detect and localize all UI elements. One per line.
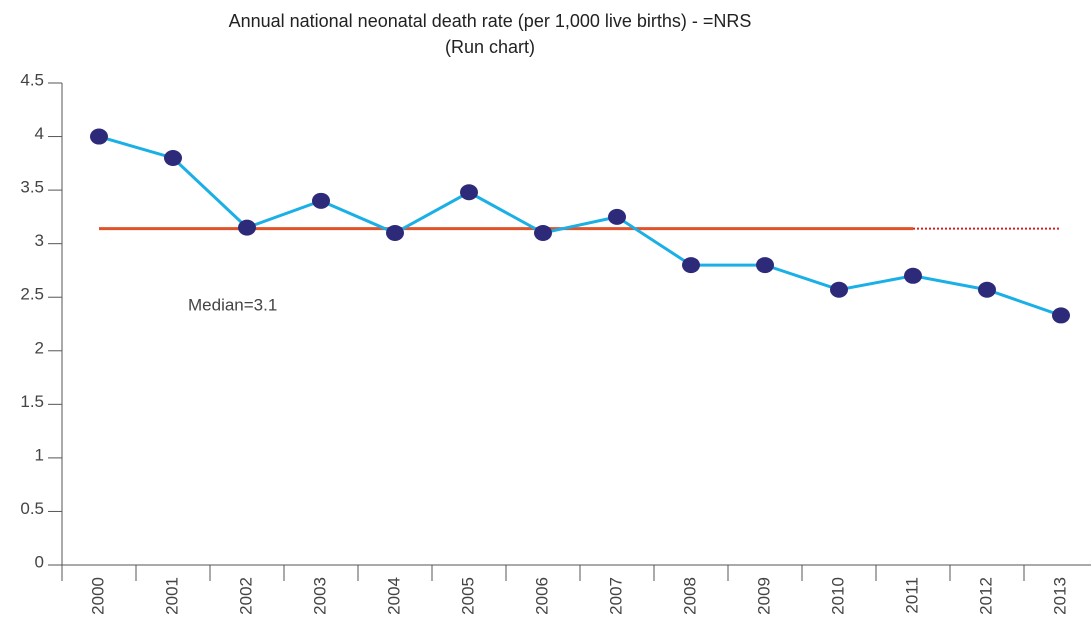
data-point: [1052, 307, 1070, 324]
chart-subtitle: (Run chart): [445, 37, 535, 57]
data-point: [830, 281, 848, 298]
x-tick-label: 2008: [680, 577, 699, 615]
x-tick-label: 2005: [458, 577, 477, 615]
y-tick-label: 1: [35, 445, 44, 464]
data-point: [238, 219, 256, 236]
data-point: [978, 281, 996, 298]
y-tick-label: 0.5: [20, 499, 44, 518]
median-label: Median=3.1: [188, 295, 277, 314]
data-point: [756, 257, 774, 274]
data-point: [90, 128, 108, 145]
x-tick-label: 2010: [828, 577, 847, 615]
x-tick-label: 2004: [384, 577, 403, 615]
x-tick-label: 2000: [88, 577, 107, 615]
y-tick-label: 2.5: [20, 285, 44, 304]
data-point: [164, 149, 182, 166]
y-tick-label: 4.5: [20, 70, 44, 89]
data-point: [312, 192, 330, 209]
data-point: [534, 224, 552, 241]
data-point: [460, 184, 478, 201]
y-tick-label: 0: [35, 552, 44, 571]
x-tick-label: 2007: [606, 577, 625, 615]
series-line: [98, 135, 1062, 317]
data-point: [904, 267, 922, 284]
x-tick-label: 2012: [976, 577, 995, 615]
x-tick-label: 2003: [310, 577, 329, 615]
x-tick-label: 2001: [162, 577, 181, 615]
x-tick-label: 2009: [754, 577, 773, 615]
y-tick-label: 1.5: [20, 392, 44, 411]
data-point: [608, 208, 626, 225]
x-tick-label: 2011: [902, 577, 921, 614]
x-tick-label: 2006: [532, 577, 551, 615]
y-tick-label: 3.5: [20, 178, 44, 197]
data-point: [386, 224, 404, 241]
y-tick-label: 4: [35, 124, 44, 143]
y-tick-label: 3: [35, 231, 44, 250]
y-tick-label: 2: [35, 338, 44, 357]
x-tick-label: 2013: [1050, 577, 1069, 615]
chart-title: Annual national neonatal death rate (per…: [229, 11, 752, 31]
data-point: [682, 257, 700, 274]
x-tick-label: 2002: [236, 577, 255, 615]
